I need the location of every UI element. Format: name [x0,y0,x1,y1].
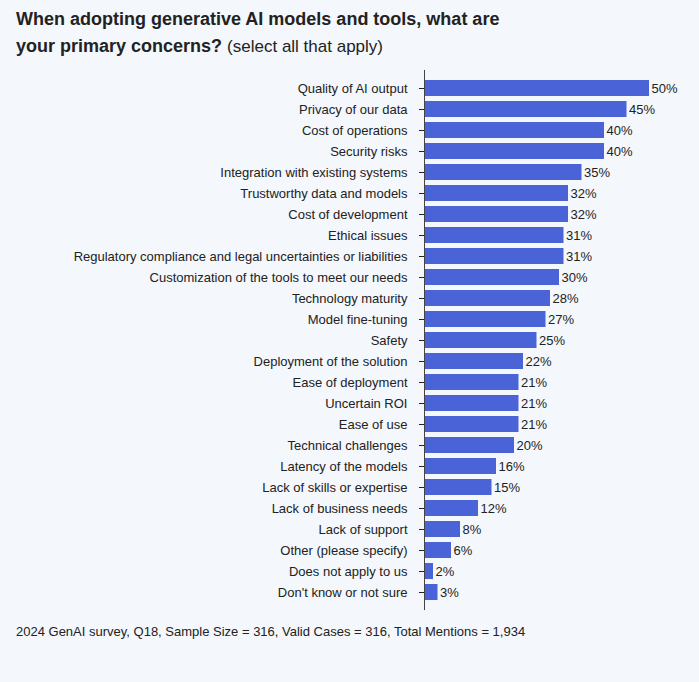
svg-text:Regulatory compliance and lega: Regulatory compliance and legal uncertai… [74,249,408,264]
svg-text:Ease of use: Ease of use [339,417,408,432]
svg-text:25%: 25% [539,333,565,348]
html-text:2024 GenAI survey, Q18, Sample: 2024 GenAI survey, Q18, Sample Size = 31… [16,624,526,639]
svg-text:Lack of skills or expertise: Lack of skills or expertise [262,480,407,495]
svg-text:Cost of operations: Cost of operations [302,123,408,138]
svg-text:28%: 28% [553,291,579,306]
svg-text:2%: 2% [436,564,455,579]
svg-text:Integration with existing syst: Integration with existing systems [220,165,408,180]
svg-text:45%: 45% [629,102,655,117]
html-text:When adopting generative AI mo: When adopting generative AI models and t… [16,9,500,56]
svg-text:Customization of the tools to: Customization of the tools to meet our n… [150,270,408,285]
svg-text:20%: 20% [517,438,543,453]
svg-text:30%: 30% [562,270,588,285]
svg-text:Ethical issues: Ethical issues [328,228,408,243]
svg-text:Quality of AI output: Quality of AI output [298,81,408,96]
svg-text:Don't know or not sure: Don't know or not sure [278,585,408,600]
svg-text:Does not apply to us: Does not apply to us [289,564,408,579]
svg-text:27%: 27% [548,312,574,327]
svg-text:3%: 3% [440,585,459,600]
svg-text:Latency of the models: Latency of the models [280,459,408,474]
svg-text:21%: 21% [521,417,547,432]
svg-text:Lack of support: Lack of support [319,522,408,537]
svg-text:Technical challenges: Technical challenges [288,438,408,453]
svg-text:Safety: Safety [371,333,408,348]
svg-text:40%: 40% [607,144,633,159]
svg-text:Security risks: Security risks [330,144,408,159]
svg-text:Lack of business needs: Lack of business needs [272,501,408,516]
svg-text:Model fine-tuning: Model fine-tuning [308,312,408,327]
svg-text:Technology maturity: Technology maturity [292,291,408,306]
svg-text:21%: 21% [521,396,547,411]
svg-text:12%: 12% [481,501,507,516]
svg-text:31%: 31% [566,228,592,243]
svg-text:21%: 21% [521,375,547,390]
svg-text:Other (please specify): Other (please specify) [280,543,407,558]
svg-text:15%: 15% [494,480,520,495]
svg-text:35%: 35% [584,165,610,180]
svg-text:32%: 32% [571,207,597,222]
svg-text:16%: 16% [499,459,525,474]
svg-text:Uncertain ROI: Uncertain ROI [325,396,407,411]
svg-text:32%: 32% [571,186,597,201]
svg-text:40%: 40% [607,123,633,138]
svg-text:Trustworthy data and models: Trustworthy data and models [240,186,408,201]
svg-text:22%: 22% [526,354,552,369]
svg-text:Ease of deployment: Ease of deployment [293,375,408,390]
svg-text:50%: 50% [652,81,678,96]
svg-text:8%: 8% [463,522,482,537]
svg-text:Deployment of the solution: Deployment of the solution [254,354,408,369]
svg-text:31%: 31% [566,249,592,264]
svg-text:Cost of development: Cost of development [288,207,408,222]
svg-text:6%: 6% [454,543,473,558]
svg-text:Privacy of our data: Privacy of our data [299,102,408,117]
